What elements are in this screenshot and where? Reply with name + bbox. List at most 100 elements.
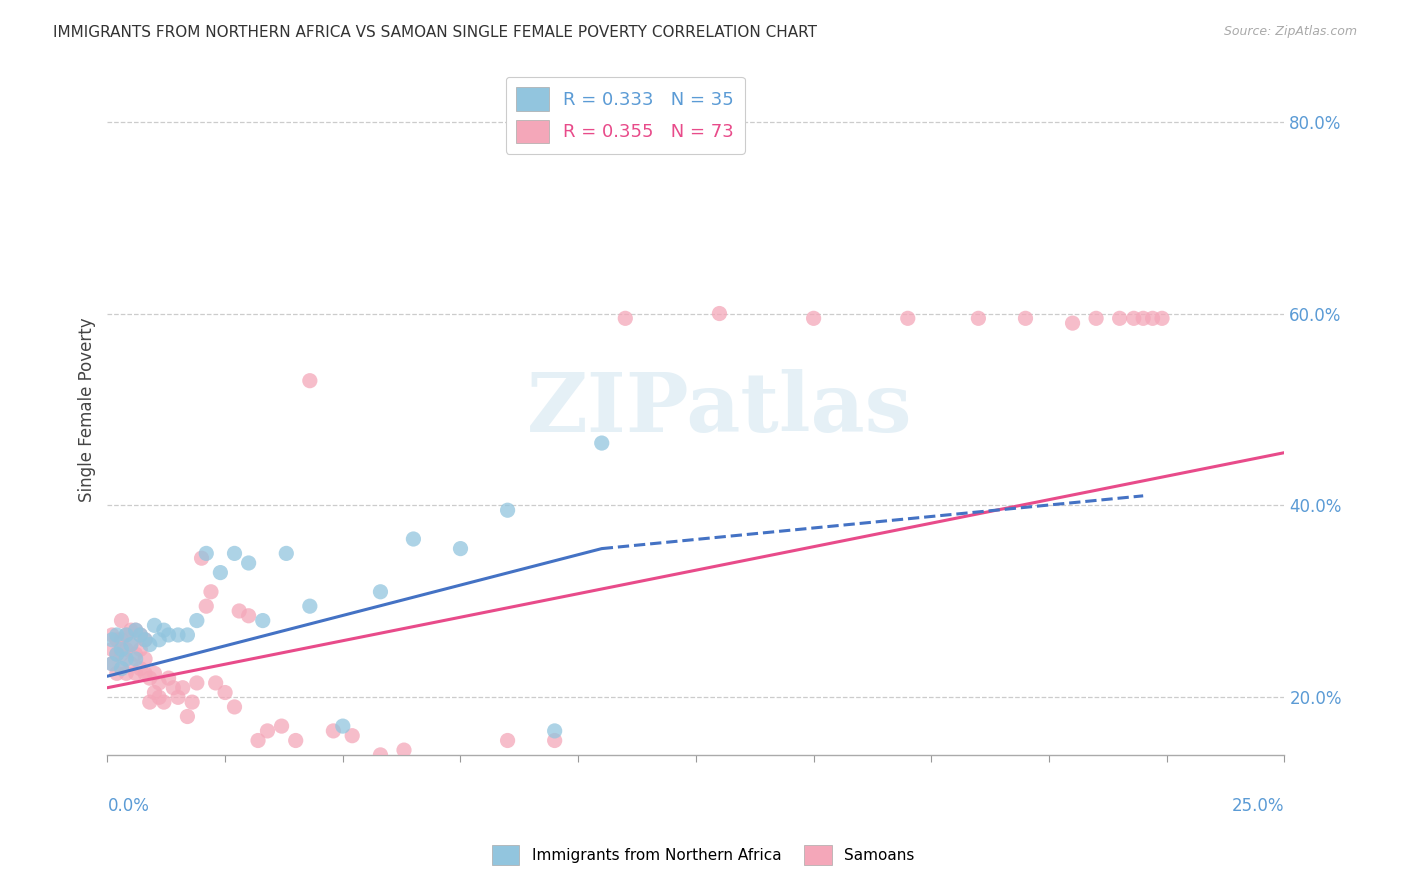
Point bbox=[153, 695, 176, 709]
Point bbox=[148, 690, 170, 705]
Point bbox=[370, 747, 392, 762]
Point bbox=[110, 632, 132, 647]
Point bbox=[129, 661, 152, 675]
Point bbox=[228, 604, 250, 618]
Point bbox=[1150, 311, 1173, 326]
Point bbox=[256, 723, 278, 738]
Text: ZIPatlas: ZIPatlas bbox=[527, 369, 912, 450]
Point bbox=[195, 599, 218, 614]
Point bbox=[134, 632, 156, 647]
Point bbox=[803, 311, 825, 326]
Point bbox=[322, 723, 344, 738]
Point bbox=[897, 311, 920, 326]
Point bbox=[101, 628, 124, 642]
Point bbox=[332, 719, 354, 733]
Point bbox=[134, 666, 156, 681]
Point bbox=[143, 685, 166, 699]
Point bbox=[124, 666, 146, 681]
Point bbox=[105, 628, 128, 642]
Point bbox=[157, 671, 180, 685]
Point bbox=[120, 638, 142, 652]
Point bbox=[134, 652, 156, 666]
Point bbox=[120, 638, 142, 652]
Point bbox=[172, 681, 194, 695]
Point bbox=[167, 690, 190, 705]
Point bbox=[209, 566, 232, 580]
Point bbox=[115, 642, 138, 657]
Point bbox=[276, 546, 298, 560]
Point bbox=[370, 584, 392, 599]
Point bbox=[214, 685, 236, 699]
Point bbox=[105, 647, 128, 661]
Point bbox=[115, 628, 138, 642]
Point bbox=[298, 374, 321, 388]
Point bbox=[124, 623, 146, 637]
Point bbox=[181, 695, 204, 709]
Point bbox=[190, 551, 212, 566]
Point bbox=[450, 786, 472, 800]
Point bbox=[392, 743, 415, 757]
Point bbox=[200, 584, 222, 599]
Point bbox=[115, 666, 138, 681]
Point bbox=[496, 733, 519, 747]
Point bbox=[204, 676, 226, 690]
Point bbox=[709, 306, 731, 320]
Point bbox=[115, 652, 138, 666]
Point bbox=[110, 661, 132, 675]
Legend: R = 0.333   N = 35, R = 0.355   N = 73: R = 0.333 N = 35, R = 0.355 N = 73 bbox=[506, 77, 745, 153]
Point bbox=[342, 729, 364, 743]
Point bbox=[101, 632, 124, 647]
Point bbox=[120, 623, 142, 637]
Point bbox=[426, 781, 449, 796]
Point bbox=[1122, 311, 1144, 326]
Point bbox=[224, 700, 246, 714]
Point bbox=[1062, 316, 1084, 330]
Point bbox=[238, 556, 260, 570]
Point bbox=[402, 532, 425, 546]
Point bbox=[450, 541, 472, 556]
Point bbox=[1108, 311, 1130, 326]
Point bbox=[129, 628, 152, 642]
Point bbox=[110, 614, 132, 628]
Text: IMMIGRANTS FROM NORTHERN AFRICA VS SAMOAN SINGLE FEMALE POVERTY CORRELATION CHAR: IMMIGRANTS FROM NORTHERN AFRICA VS SAMOA… bbox=[53, 25, 817, 40]
Point bbox=[157, 628, 180, 642]
Point bbox=[614, 311, 637, 326]
Text: 0.0%: 0.0% bbox=[107, 797, 149, 814]
Point bbox=[186, 614, 208, 628]
Point bbox=[110, 647, 132, 661]
Point bbox=[148, 632, 170, 647]
Point bbox=[270, 719, 292, 733]
Point bbox=[105, 666, 128, 681]
Point bbox=[115, 628, 138, 642]
Point bbox=[167, 628, 190, 642]
Point bbox=[105, 647, 128, 661]
Text: Source: ZipAtlas.com: Source: ZipAtlas.com bbox=[1223, 25, 1357, 38]
Point bbox=[153, 623, 176, 637]
Point bbox=[105, 632, 128, 647]
Point bbox=[224, 546, 246, 560]
Point bbox=[101, 657, 124, 671]
Point bbox=[143, 666, 166, 681]
Point bbox=[176, 628, 198, 642]
Point bbox=[129, 628, 152, 642]
Text: 25.0%: 25.0% bbox=[1232, 797, 1285, 814]
Point bbox=[591, 436, 613, 450]
Legend: Immigrants from Northern Africa, Samoans: Immigrants from Northern Africa, Samoans bbox=[485, 839, 921, 871]
Point bbox=[139, 695, 162, 709]
Point bbox=[252, 614, 274, 628]
Point bbox=[124, 647, 146, 661]
Point bbox=[120, 657, 142, 671]
Point bbox=[124, 623, 146, 637]
Point bbox=[298, 599, 321, 614]
Point bbox=[1132, 311, 1154, 326]
Point bbox=[543, 723, 565, 738]
Point bbox=[162, 681, 184, 695]
Point bbox=[101, 657, 124, 671]
Point bbox=[143, 618, 166, 632]
Point bbox=[134, 632, 156, 647]
Point bbox=[496, 503, 519, 517]
Point bbox=[176, 709, 198, 723]
Point bbox=[124, 652, 146, 666]
Point bbox=[110, 642, 132, 657]
Point bbox=[967, 311, 990, 326]
